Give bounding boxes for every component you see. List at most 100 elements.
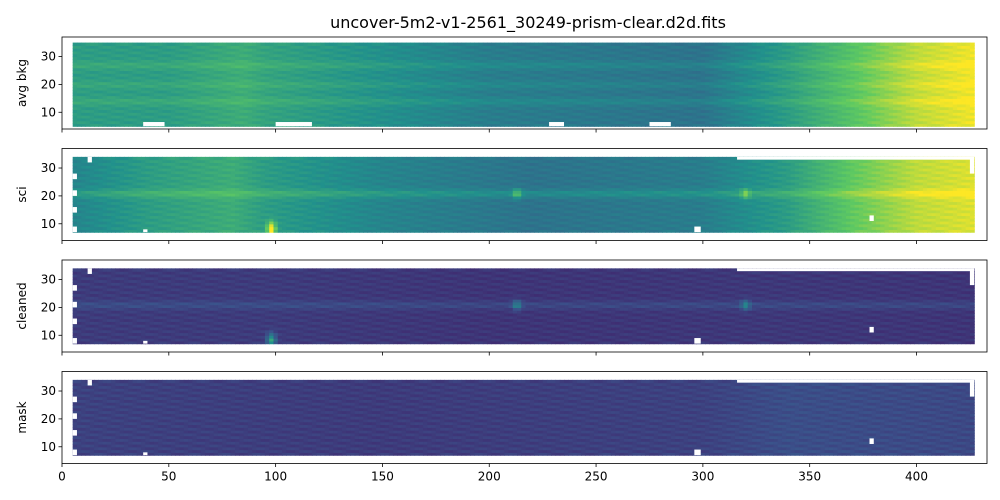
heatmap-cell — [397, 43, 402, 46]
heatmap-cell — [538, 43, 543, 46]
heatmap-cell — [209, 43, 214, 46]
heatmap-cell — [111, 43, 116, 46]
heatmap-cell — [748, 43, 753, 46]
heatmap-cell — [338, 43, 343, 46]
heatmap-cell — [81, 43, 86, 46]
heatmap-cell — [526, 43, 531, 46]
heatmap-cell — [145, 43, 150, 46]
heatmap-cell — [551, 43, 556, 46]
heatmap-cell — [470, 43, 475, 46]
heatmap-cell — [752, 43, 757, 46]
heatmap-cell — [167, 43, 172, 46]
heatmap-cell — [286, 43, 291, 46]
heatmap-cell — [120, 43, 125, 46]
heatmap-cell — [620, 43, 625, 46]
heatmap-cell — [444, 43, 449, 46]
heatmap-cell — [162, 43, 167, 46]
heatmap-cell — [214, 43, 219, 46]
heatmap-cell — [679, 43, 684, 46]
heatmap-cell — [316, 43, 321, 46]
heatmap-cell — [667, 43, 672, 46]
heatmap-cell — [359, 43, 364, 46]
heatmap-cell — [564, 43, 569, 46]
heatmap-cell — [675, 43, 680, 46]
heatmap-cell — [73, 43, 78, 46]
heatmap-cell — [735, 43, 740, 46]
heatmap-cell — [432, 43, 437, 46]
heatmap-cell — [333, 43, 338, 46]
heatmap-cell — [718, 43, 723, 46]
heatmap-cell — [278, 43, 283, 46]
heatmap-cell — [376, 43, 381, 46]
heatmap-cell — [615, 43, 620, 46]
heatmap-cell — [389, 43, 394, 46]
heatmap-cell — [248, 43, 253, 46]
heatmap-cell — [692, 43, 697, 46]
heatmap-image — [73, 43, 975, 127]
heatmap-cell — [235, 43, 240, 46]
heatmap-cell — [133, 43, 138, 46]
heatmap-cell — [641, 43, 646, 46]
heatmap-cell — [491, 43, 496, 46]
heatmap-cell — [137, 43, 142, 46]
heatmap-cell — [231, 43, 236, 46]
heatmap-cell — [385, 43, 390, 46]
heatmap-cell — [226, 43, 231, 46]
heatmap-cell — [380, 43, 385, 46]
heatmap-cell — [423, 43, 428, 46]
heatmap-cell — [419, 43, 424, 46]
heatmap-cell — [632, 43, 637, 46]
heatmap-cell — [624, 43, 629, 46]
heatmap-cell — [701, 43, 706, 46]
heatmap-cell — [184, 43, 189, 46]
heatmap-cell — [329, 43, 334, 46]
heatmap-cell — [265, 43, 270, 46]
heatmap-cell — [346, 43, 351, 46]
heatmap-cell — [739, 43, 744, 46]
heatmap-cell — [436, 43, 441, 46]
heatmap-cell — [261, 43, 266, 46]
heatmap-cell — [150, 43, 155, 46]
chart-title: uncover-5m2-v1-2561_30249-prism-clear.d2… — [330, 13, 726, 33]
heatmap-cell — [765, 43, 770, 46]
heatmap-cell — [269, 43, 274, 46]
heatmap-cell — [508, 43, 513, 46]
heatmap-cell — [504, 43, 509, 46]
heatmap-cell — [103, 43, 108, 46]
heatmap-cell — [124, 43, 129, 46]
heatmap-cell — [581, 43, 586, 46]
heatmap-cell — [684, 43, 689, 46]
heatmap-cell — [312, 43, 317, 46]
heatmap-cell — [325, 43, 330, 46]
heatmap-cell — [461, 43, 466, 46]
heatmap-cell — [769, 43, 774, 46]
heatmap-cell — [500, 43, 505, 46]
heatmap-cell — [449, 43, 454, 46]
heatmap-cell — [696, 43, 701, 46]
heatmap-cell — [320, 43, 325, 46]
heatmap-cell — [282, 43, 287, 46]
heatmap-cell — [363, 43, 368, 46]
heatmap-cell — [645, 43, 650, 46]
heatmap-cell — [457, 43, 462, 46]
heatmap-cell — [342, 43, 347, 46]
heatmap-cell — [291, 43, 296, 46]
heatmap-cell — [414, 43, 419, 46]
heatmap-cell — [77, 43, 82, 46]
heatmap-cell — [86, 43, 91, 46]
heatmap-cell — [658, 43, 663, 46]
heatmap-cell — [273, 43, 278, 46]
heatmap-cell — [479, 43, 484, 46]
heatmap-cell — [555, 43, 560, 46]
heatmap-cell — [466, 43, 471, 46]
heatmap-cell — [773, 43, 778, 46]
heatmap-cell — [406, 43, 411, 46]
heatmap-cell — [372, 43, 377, 46]
heatmap-cell — [530, 43, 535, 46]
heatmap-cell — [496, 43, 501, 46]
heatmap-cell — [547, 43, 552, 46]
heatmap-cell — [649, 43, 654, 46]
heatmap-cell — [410, 43, 415, 46]
heatmap-cell — [722, 43, 727, 46]
heatmap-cell — [611, 43, 616, 46]
